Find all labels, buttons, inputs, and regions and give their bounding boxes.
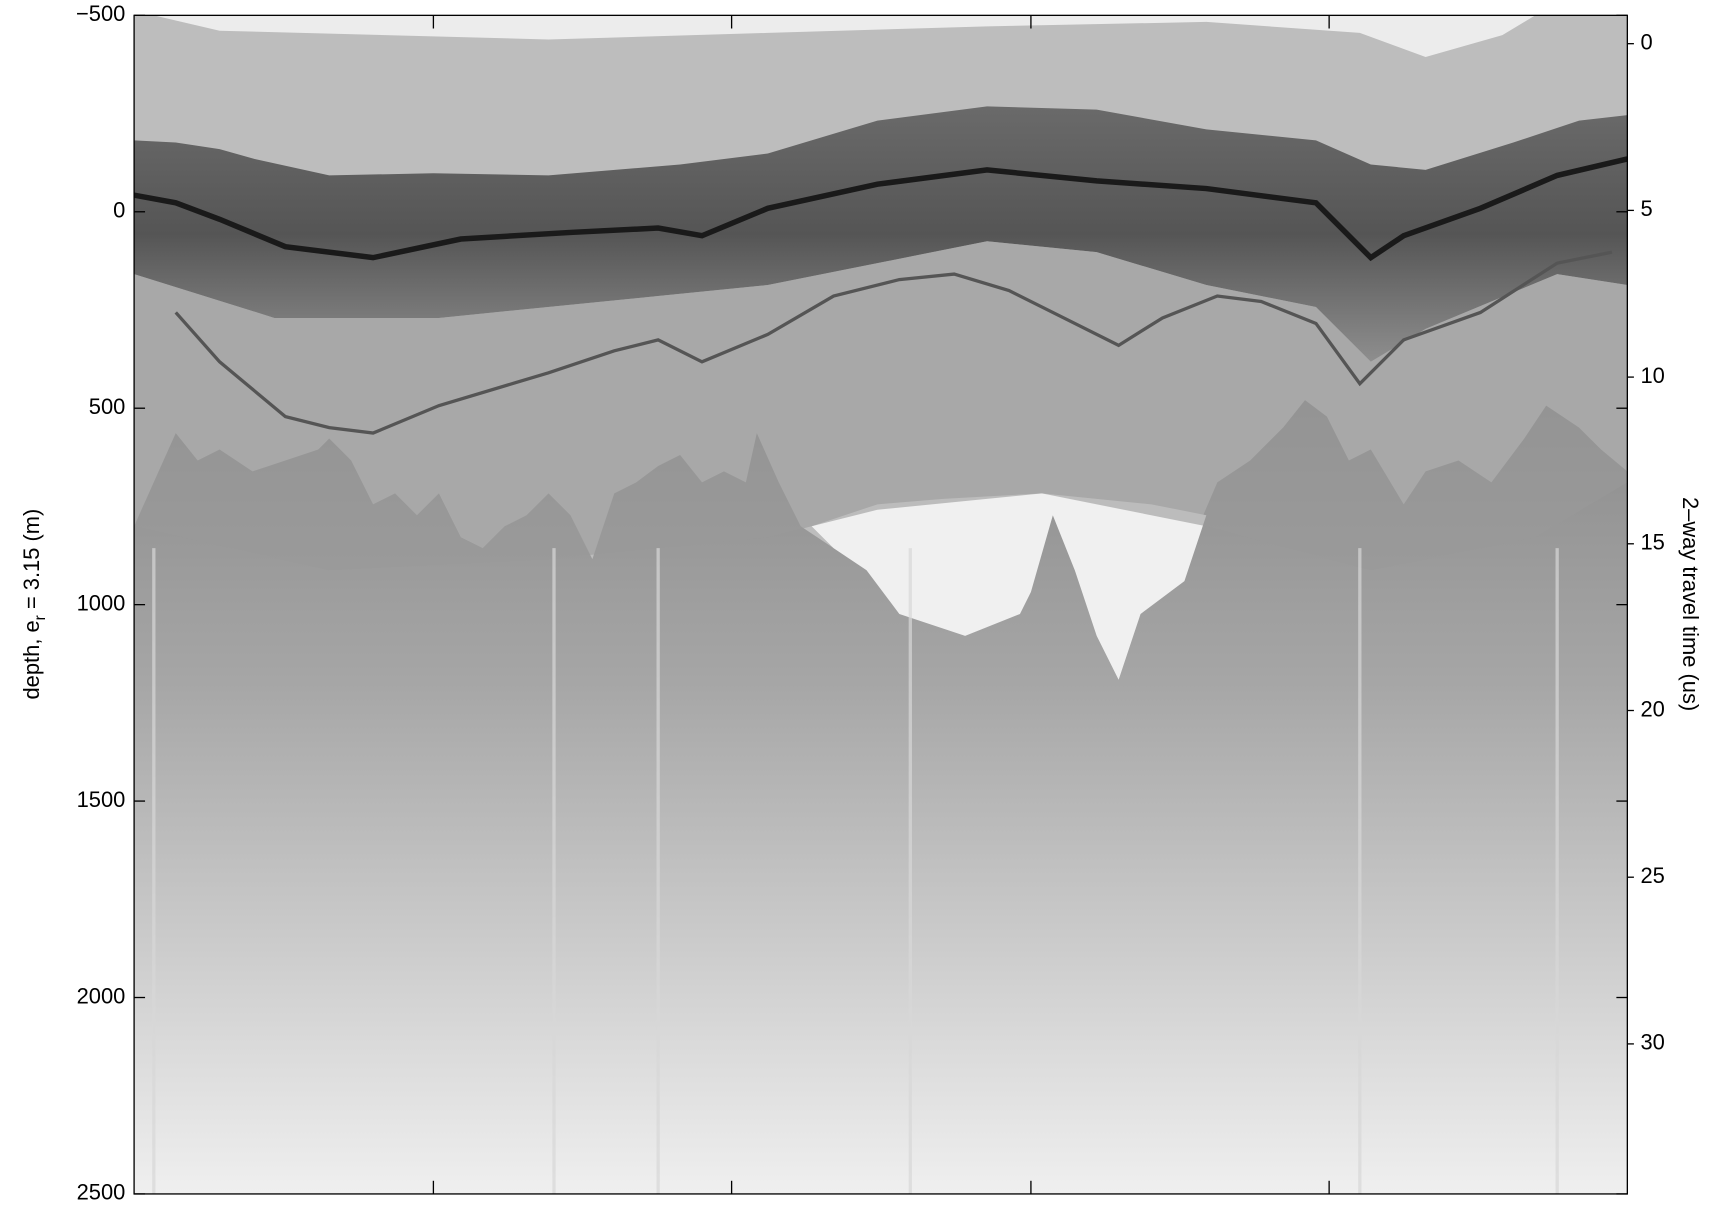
y-tick-label: 500 (89, 394, 126, 419)
y-tick-label: 2500 (77, 1180, 126, 1205)
y-axis-label: depth, er = 3.15 (m) (19, 509, 49, 700)
y2-tick-label: 10 (1640, 363, 1664, 388)
y2-tick-label: 20 (1640, 696, 1664, 721)
y-tick-label: 1500 (77, 787, 126, 812)
y-label-part: = 3.15 (m) (19, 509, 44, 616)
radar-image (134, 15, 1628, 1194)
y-tick-label: 2000 (77, 983, 126, 1008)
y2-tick-label: 0 (1640, 29, 1652, 54)
y-tick-label: −500 (76, 1, 125, 26)
y-tick-label: 0 (113, 198, 125, 223)
y2-tick-label: 25 (1640, 863, 1664, 888)
y-label-part: depth, e (19, 620, 44, 699)
y2-tick-label: 15 (1640, 530, 1664, 555)
y2-tick-label: 5 (1640, 196, 1652, 221)
y2-tick-label: 30 (1640, 1030, 1664, 1055)
x-ticks (432, 15, 1330, 1194)
y-label-subscript: r (32, 615, 49, 620)
y-tick-label: 1000 (77, 590, 126, 615)
y2-axis-label: 2–way travel time (us) (1678, 497, 1703, 711)
